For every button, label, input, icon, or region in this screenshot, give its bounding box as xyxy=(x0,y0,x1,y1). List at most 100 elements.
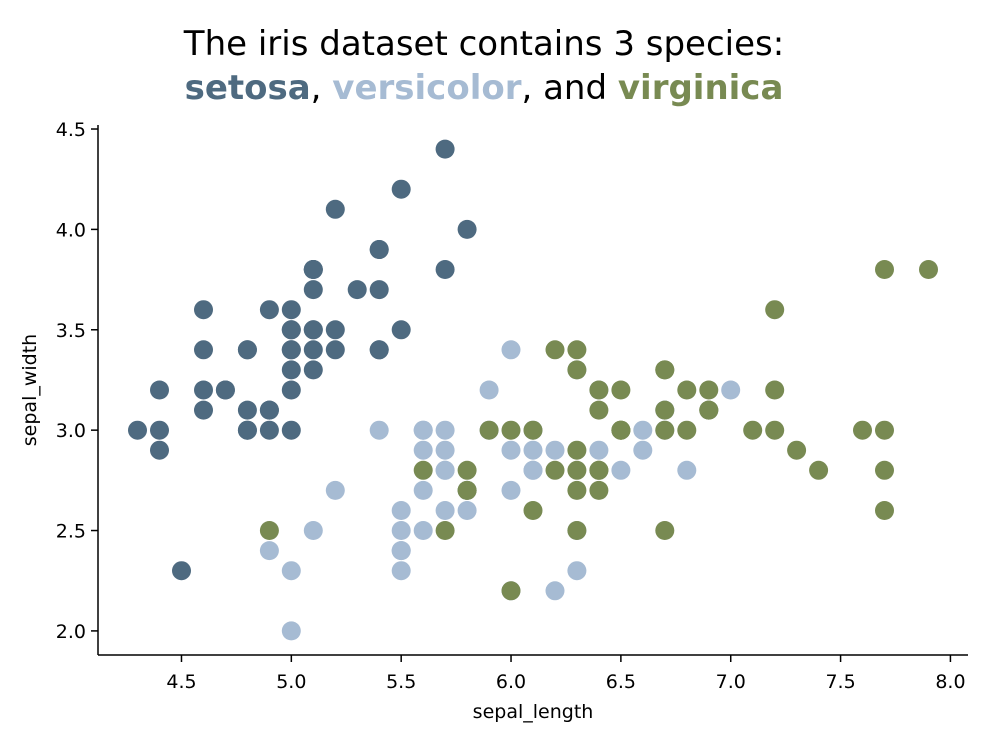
point-versicolor-35 xyxy=(501,340,521,360)
point-setosa-35 xyxy=(281,380,301,400)
point-virginica-25 xyxy=(765,380,785,400)
chart-title-line1: The iris dataset contains 3 species: xyxy=(183,24,785,64)
title-species-virginica: virginica xyxy=(617,68,784,108)
point-virginica-33 xyxy=(567,460,587,480)
point-versicolor-24 xyxy=(589,440,609,460)
point-virginica-17 xyxy=(875,260,894,279)
point-virginica-34 xyxy=(523,501,543,520)
point-setosa-1 xyxy=(259,420,279,440)
point-virginica-11 xyxy=(589,480,609,500)
point-setosa-29 xyxy=(215,380,235,400)
point-virginica-8 xyxy=(655,521,675,540)
point-versicolor-13 xyxy=(523,440,543,460)
point-virginica-43 xyxy=(677,380,697,400)
point-setosa-31 xyxy=(369,340,389,360)
point-versicolor-28 xyxy=(501,440,521,460)
point-setosa-46 xyxy=(303,260,323,279)
point-virginica-46 xyxy=(567,521,587,540)
point-setosa-47 xyxy=(194,380,213,400)
point-virginica-38 xyxy=(501,420,521,440)
point-versicolor-29 xyxy=(435,501,455,520)
point-setosa-17 xyxy=(303,320,323,340)
point-versicolor-8 xyxy=(633,440,653,460)
point-setosa-43 xyxy=(281,320,301,340)
point-setosa-32 xyxy=(325,199,345,219)
point-virginica-32 xyxy=(589,460,609,480)
point-virginica-3 xyxy=(567,440,587,460)
point-versicolor-14 xyxy=(413,440,433,460)
point-setosa-25 xyxy=(281,420,301,440)
point-versicolor-4 xyxy=(611,460,631,480)
point-virginica-14 xyxy=(457,460,477,480)
point-virginica-15 xyxy=(589,380,609,400)
point-versicolor-3 xyxy=(391,561,411,581)
point-versicolor-0 xyxy=(721,380,741,400)
title-species-versicolor: versicolor xyxy=(332,68,522,108)
x-axis-label: sepal_length xyxy=(473,701,594,723)
x-tick-label-4: 6.5 xyxy=(606,671,636,693)
chart-title: The iris dataset contains 3 species: set… xyxy=(0,22,968,110)
x-tick-label-6: 7.5 xyxy=(825,671,855,693)
point-virginica-37 xyxy=(589,400,609,420)
point-virginica-48 xyxy=(545,340,565,360)
point-setosa-22 xyxy=(194,300,213,320)
point-setosa-4 xyxy=(281,300,301,320)
point-setosa-10 xyxy=(369,280,389,300)
point-virginica-22 xyxy=(875,460,894,480)
point-virginica-2 xyxy=(743,420,763,440)
point-setosa-8 xyxy=(150,440,169,460)
point-virginica-42 xyxy=(457,480,477,500)
point-virginica-47 xyxy=(611,420,631,440)
point-virginica-20 xyxy=(699,380,719,400)
point-versicolor-23 xyxy=(523,460,543,480)
point-versicolor-31 xyxy=(391,541,411,561)
point-versicolor-39 xyxy=(391,521,411,540)
x-tick-label-1: 5.0 xyxy=(276,671,306,693)
y-tick-label-4: 4.0 xyxy=(56,219,86,241)
point-virginica-13 xyxy=(435,521,455,540)
point-setosa-30 xyxy=(237,400,257,420)
point-versicolor-33 xyxy=(501,480,521,500)
y-tick-label-5: 4.5 xyxy=(56,119,86,141)
point-setosa-37 xyxy=(259,300,279,320)
point-versicolor-49 xyxy=(435,460,455,480)
point-setosa-34 xyxy=(259,400,279,420)
point-virginica-19 xyxy=(501,581,521,601)
point-virginica-44 xyxy=(655,360,675,380)
point-versicolor-43 xyxy=(281,561,301,581)
title-separator-2: , and xyxy=(521,68,618,108)
point-virginica-30 xyxy=(809,460,829,480)
point-versicolor-10 xyxy=(281,621,301,641)
point-versicolor-25 xyxy=(633,420,653,440)
point-setosa-38 xyxy=(150,420,169,440)
point-setosa-6 xyxy=(194,340,213,360)
points-layer xyxy=(128,139,938,641)
y-tick-label-3: 3.5 xyxy=(56,320,86,342)
point-setosa-27 xyxy=(325,320,345,340)
chart-title-line2: setosa, versicolor, and virginica xyxy=(0,66,968,110)
point-versicolor-47 xyxy=(545,440,565,460)
point-virginica-49 xyxy=(479,420,499,440)
point-virginica-9 xyxy=(765,300,785,320)
point-versicolor-26 xyxy=(677,460,697,480)
point-virginica-10 xyxy=(611,380,631,400)
x-tick-label-2: 5.5 xyxy=(386,671,416,693)
point-versicolor-38 xyxy=(413,420,433,440)
point-virginica-29 xyxy=(765,420,785,440)
point-setosa-21 xyxy=(303,280,323,300)
point-virginica-21 xyxy=(413,460,433,480)
point-virginica-12 xyxy=(677,420,697,440)
point-virginica-27 xyxy=(523,420,543,440)
point-versicolor-19 xyxy=(413,521,433,540)
point-setosa-18 xyxy=(435,260,455,279)
point-virginica-26 xyxy=(545,460,565,480)
y-tick-label-2: 3.0 xyxy=(56,420,86,442)
point-versicolor-45 xyxy=(435,420,455,440)
point-setosa-45 xyxy=(237,420,257,440)
point-virginica-40 xyxy=(655,400,675,420)
point-setosa-16 xyxy=(369,240,389,259)
point-versicolor-20 xyxy=(479,380,499,400)
y-tick-label-0: 2.0 xyxy=(56,621,86,643)
point-setosa-26 xyxy=(281,340,301,360)
